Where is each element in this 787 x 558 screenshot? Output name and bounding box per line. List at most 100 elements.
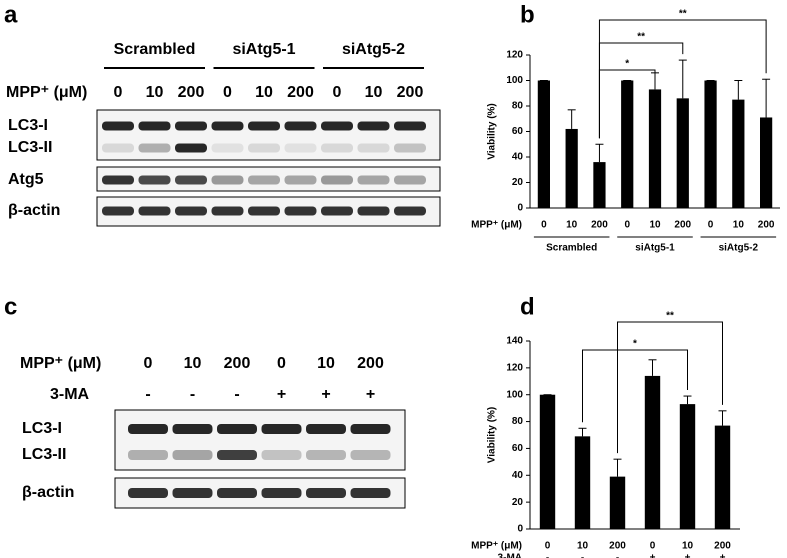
blot-band	[172, 488, 213, 498]
blot-band	[394, 206, 426, 216]
x-tick-label: 10	[649, 220, 661, 231]
error-bar	[595, 143, 604, 163]
error-bar	[578, 427, 587, 437]
blot-band	[175, 206, 207, 216]
x-tick-label: 200	[609, 541, 626, 552]
blot-band	[128, 450, 168, 460]
blot-band	[357, 121, 390, 131]
x-tick-label: 0	[624, 220, 630, 231]
blot-band	[248, 143, 280, 153]
blot-band	[248, 175, 280, 185]
blot-box	[96, 109, 441, 161]
x-axis-label-2: 3-MA	[498, 553, 522, 558]
blot-band	[248, 206, 280, 216]
blot-band	[321, 175, 353, 185]
error-bar	[718, 410, 727, 426]
y-tick-label: 80	[512, 101, 524, 112]
bar	[644, 375, 661, 529]
lane-label: 200	[287, 84, 314, 101]
blot-band	[394, 175, 426, 185]
blot-band	[284, 206, 317, 216]
x-tick-label-2: -	[581, 553, 584, 558]
blot-band	[138, 121, 171, 131]
blot-band	[102, 143, 134, 153]
group-label: siAtg5-1	[635, 243, 675, 254]
bar	[574, 436, 591, 529]
row-label: MPP⁺ (μM)	[20, 355, 101, 372]
blot-band	[211, 143, 244, 153]
x-tick-label: 10	[682, 541, 694, 552]
lane-label: -	[190, 386, 195, 403]
lane-label: 0	[333, 84, 342, 101]
blot-band	[248, 121, 280, 131]
x-tick-label-2: +	[685, 553, 691, 558]
lane-label: +	[277, 386, 286, 403]
significance-label: **	[679, 9, 687, 20]
blot-band	[284, 121, 317, 131]
blot-band	[138, 175, 171, 185]
bar	[609, 476, 626, 529]
blot-band	[284, 143, 317, 153]
blot-band	[175, 175, 207, 185]
blot-band	[102, 175, 134, 185]
panel-letter: d	[520, 293, 535, 320]
blot-band	[102, 206, 134, 216]
blot-band	[261, 450, 302, 460]
lane-label: -	[145, 386, 150, 403]
lane-label: 200	[178, 84, 205, 101]
blot-band	[321, 121, 353, 131]
lane-label: 10	[146, 84, 164, 101]
x-tick-label: 10	[577, 541, 589, 552]
lane-label: 200	[357, 355, 384, 372]
blot-band	[128, 424, 168, 434]
lane-label: 200	[397, 84, 424, 101]
blot-band	[350, 450, 391, 460]
bar	[732, 99, 745, 208]
bar	[648, 89, 662, 208]
y-tick-label: 0	[517, 524, 523, 535]
lane-label: +	[321, 386, 330, 403]
y-tick-label: 40	[512, 152, 524, 163]
x-tick-label-2: -	[616, 553, 619, 558]
lane-label: -	[234, 386, 239, 403]
band-label: LC3-I	[22, 420, 62, 437]
x-tick-label: 200	[714, 541, 731, 552]
bar	[537, 80, 550, 208]
x-tick-label: 200	[674, 220, 691, 231]
y-tick-label: 40	[512, 470, 524, 481]
group-label: siAtg5-2	[719, 243, 759, 254]
blot-band	[357, 206, 390, 216]
x-axis-label: MPP⁺ (μM)	[471, 220, 522, 231]
panel-letter: a	[4, 1, 18, 28]
x-axis-label: MPP⁺ (μM)	[471, 541, 522, 552]
y-axis-label: Viability (%)	[487, 103, 498, 160]
lane-label: +	[366, 386, 375, 403]
x-tick-label: 200	[591, 220, 608, 231]
x-tick-label: 0	[708, 220, 714, 231]
error-bar	[613, 458, 622, 477]
x-tick-label-2: +	[720, 553, 726, 558]
blot-band	[175, 121, 207, 131]
blot-band	[211, 206, 244, 216]
significance-bracket	[582, 349, 688, 423]
lane-label: 200	[224, 355, 251, 372]
blot-band	[357, 175, 390, 185]
x-tick-label-2: -	[546, 553, 549, 558]
significance-label: *	[625, 59, 629, 70]
blot-band	[211, 121, 244, 131]
lane-label: 10	[184, 355, 202, 372]
x-tick-label: 0	[650, 541, 656, 552]
lane-label: 0	[277, 355, 286, 372]
bar	[676, 98, 689, 208]
blot-band	[172, 450, 213, 460]
group-label: siAtg5-2	[342, 41, 405, 58]
blot-band	[175, 143, 207, 153]
blot-box	[114, 409, 406, 471]
significance-bracket	[617, 321, 723, 454]
error-bar	[683, 395, 692, 405]
y-tick-label: 60	[512, 126, 524, 137]
band-label: β-actin	[8, 202, 60, 219]
bar	[714, 425, 731, 529]
x-tick-label: 10	[566, 220, 578, 231]
blot-band	[350, 488, 391, 498]
